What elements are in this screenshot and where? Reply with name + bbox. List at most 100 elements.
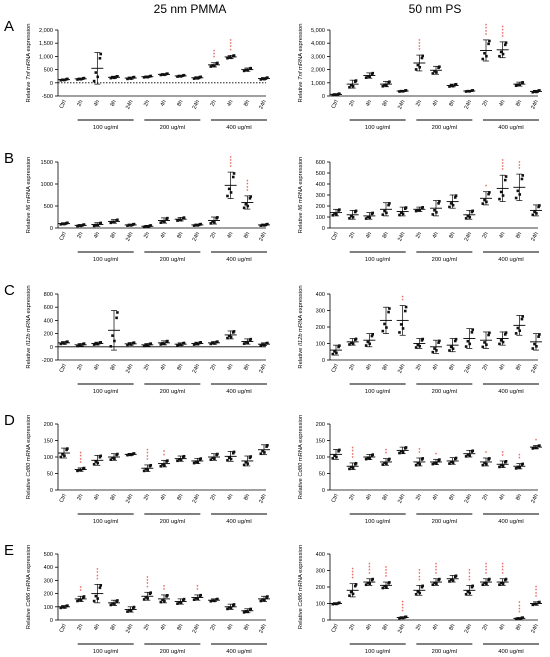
dose-group-label: 100 ug/ml <box>93 257 118 263</box>
data-point <box>385 84 388 87</box>
chart-E-right: 0 100 200 300 400 Relative Cd86 mRNA expressi… <box>298 545 542 655</box>
data-point <box>399 323 403 326</box>
data-point <box>414 463 418 467</box>
data-point <box>383 461 386 465</box>
y-tick-label: 300 <box>316 309 325 315</box>
data-point <box>126 77 129 81</box>
x-tick-label: 24h <box>125 623 134 634</box>
data-point <box>146 468 150 472</box>
dose-group-label: 400 ug/ml <box>498 519 523 525</box>
x-tick-label: 4h <box>432 231 440 239</box>
x-tick-label: 4h <box>365 363 373 371</box>
x-tick-label: 2h <box>482 363 490 371</box>
x-tick-label: Ctrl <box>331 493 340 503</box>
data-point <box>232 330 236 333</box>
data-point <box>471 209 475 213</box>
y-tick-label: 100 <box>44 455 53 461</box>
data-point <box>61 78 64 82</box>
x-tick-label: Ctrl <box>59 99 68 109</box>
significance-star: * <box>163 450 165 456</box>
x-tick-label: 8h <box>515 99 523 107</box>
x-tick-label: 4h <box>160 493 168 501</box>
data-point <box>521 174 525 177</box>
y-tick-label: 200 <box>316 585 325 591</box>
data-point <box>109 76 113 80</box>
data-point <box>368 582 372 586</box>
data-point <box>483 52 486 55</box>
data-point <box>211 220 214 223</box>
data-point <box>177 74 181 78</box>
data-point <box>354 209 358 213</box>
data-point <box>194 76 198 80</box>
significance-star: * <box>502 159 504 165</box>
significance-star: * <box>246 183 248 189</box>
data-point <box>481 202 485 205</box>
x-tick-label: Ctrl <box>59 493 68 503</box>
data-point <box>416 461 420 465</box>
x-tick-label: 2h <box>210 363 218 371</box>
x-tick-label: 24h <box>125 493 134 504</box>
y-axis-label: Relative Il6 mRNA expression <box>298 157 304 234</box>
data-point <box>521 81 525 84</box>
data-point <box>488 457 491 460</box>
data-point <box>366 340 370 344</box>
data-point <box>109 221 113 225</box>
significance-star: * <box>230 42 232 48</box>
x-tick-label: 24h <box>530 231 539 242</box>
panel-letter-b: B <box>4 150 15 167</box>
significance-star: * <box>468 578 470 584</box>
data-point <box>435 462 438 465</box>
data-point <box>470 331 474 334</box>
data-point <box>244 202 248 206</box>
significance-star: * <box>485 30 487 36</box>
data-point <box>194 223 198 227</box>
data-point <box>232 172 236 175</box>
data-point <box>448 85 451 88</box>
data-point <box>418 65 422 69</box>
x-tick-label: 2h <box>76 363 84 371</box>
data-point <box>514 617 518 621</box>
significance-star: * <box>246 180 248 186</box>
data-point <box>66 447 69 450</box>
data-point <box>435 582 438 586</box>
data-point <box>213 221 216 224</box>
x-tick-label: 4h <box>365 99 373 107</box>
x-tick-label: 4h <box>93 363 101 371</box>
y-tick-label: 0 <box>50 345 53 351</box>
significance-star: * <box>146 452 148 458</box>
data-point <box>399 616 403 620</box>
data-point <box>401 616 405 620</box>
data-point <box>76 599 79 603</box>
x-tick-label: 2h <box>348 623 356 631</box>
x-tick-label: 24h <box>464 99 473 110</box>
dose-group-label: 400 ug/ml <box>226 257 251 263</box>
data-point <box>246 462 250 465</box>
data-point <box>161 219 164 223</box>
data-point <box>388 457 391 461</box>
x-tick-label: 8h <box>243 99 251 107</box>
x-tick-label: 24h <box>192 493 201 504</box>
data-point <box>381 84 385 88</box>
significance-star: * <box>146 458 148 464</box>
significance-star: * <box>502 451 504 457</box>
data-point <box>385 326 388 329</box>
data-point <box>514 196 518 200</box>
data-point <box>438 199 441 203</box>
x-tick-label: 4h <box>365 623 373 631</box>
data-point <box>498 465 501 469</box>
x-tick-label: 8h <box>382 99 390 107</box>
data-point <box>481 463 485 467</box>
data-point <box>498 342 501 346</box>
data-point <box>348 594 351 597</box>
data-point <box>226 459 229 462</box>
data-point <box>244 68 248 72</box>
data-point <box>192 598 196 601</box>
data-point <box>92 343 96 346</box>
data-point <box>421 457 425 460</box>
y-tick-label: 400 <box>44 318 53 324</box>
data-point <box>82 76 86 80</box>
data-point <box>209 222 213 225</box>
y-tick-label: 500 <box>44 204 53 210</box>
data-point <box>420 585 424 589</box>
data-point <box>348 86 351 89</box>
